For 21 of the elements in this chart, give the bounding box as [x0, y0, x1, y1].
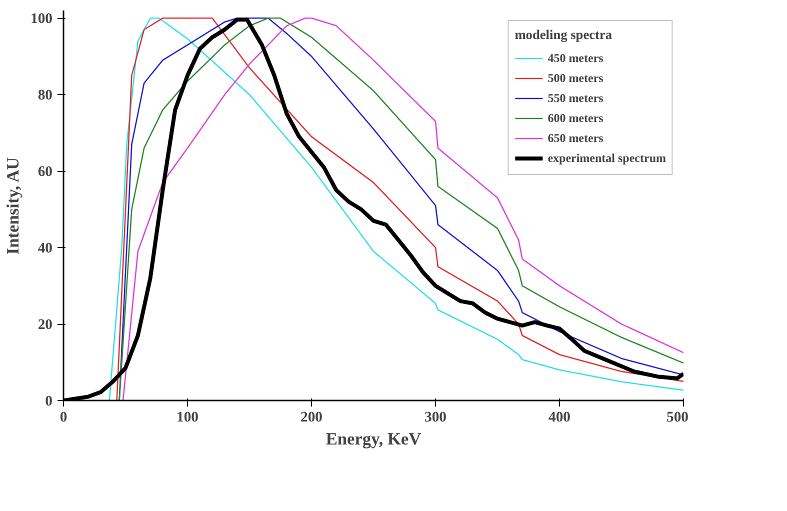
y-tick-label: 0 — [45, 394, 52, 410]
y-tick-label: 80 — [38, 88, 52, 104]
legend-label: 650 meters — [548, 130, 604, 146]
legend-label: 600 meters — [548, 110, 604, 126]
legend-label: 500 meters — [548, 70, 604, 86]
legend-title: modeling spectra — [514, 27, 614, 43]
y-tick-label: 20 — [38, 317, 52, 334]
x-tick-label: 400 — [548, 410, 570, 426]
y-axis-title: Intensity, AU — [4, 156, 23, 255]
y-tick-label: 60 — [38, 164, 52, 180]
y-tick-label: 40 — [38, 240, 52, 257]
x-tick-label: 0 — [60, 410, 68, 426]
legend-label: 550 meters — [548, 90, 604, 106]
x-tick-label: 200 — [300, 410, 322, 426]
y-tick-label: 100 — [30, 11, 52, 28]
legend-label: experimental spectrum — [548, 150, 666, 166]
x-axis-title: Energy, KeV — [326, 430, 422, 448]
x-tick-label: 100 — [176, 410, 198, 426]
x-tick-label: 300 — [424, 410, 446, 426]
x-tick-label: 500 — [666, 410, 688, 426]
legend-label: 450 meters — [548, 50, 604, 66]
